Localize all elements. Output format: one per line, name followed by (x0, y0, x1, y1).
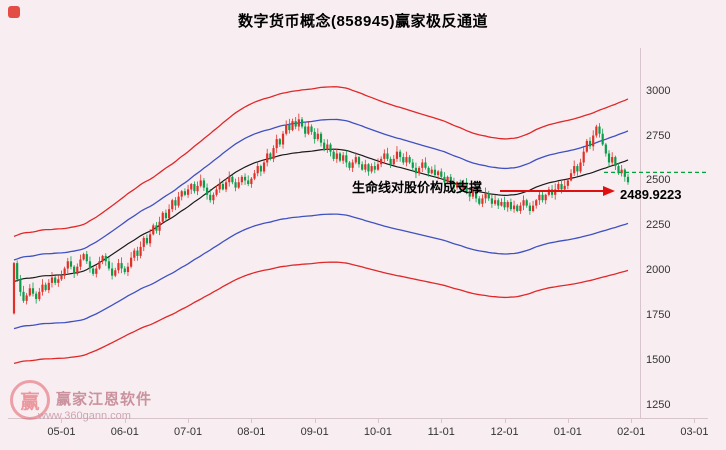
x-axis-label: 11-01 (427, 426, 455, 438)
x-axis-label: 08-01 (237, 426, 266, 438)
x-axis-label: 01-01 (553, 426, 582, 438)
lifeline-annotation: 生命线对股价构成支撑 (352, 180, 483, 195)
x-axis-label: 10-01 (363, 426, 393, 438)
x-axis-label: 07-01 (173, 426, 203, 438)
watermark-logo-icon: 赢 (10, 380, 50, 420)
x-axis-label: 12-01 (490, 426, 519, 438)
x-axis-label: 02-01 (617, 426, 646, 438)
x-axis-label: 03-01 (680, 426, 709, 438)
x-axis-label: 06-01 (110, 426, 139, 438)
y-axis-label: 1250 (646, 399, 671, 412)
x-axis-label: 05-01 (47, 426, 76, 438)
watermark-site: www.360gann.com (38, 410, 131, 422)
y-axis-label: 2250 (646, 219, 671, 232)
price-callout: 2489.9223 (620, 187, 682, 202)
y-axis-label: 3000 (646, 84, 671, 97)
watermark-brand: 赢家江恩软件 (56, 391, 153, 408)
y-axis-label: 2000 (646, 264, 671, 277)
y-axis-label: 1750 (646, 309, 671, 322)
x-axis-label: 09-01 (300, 426, 329, 438)
y-axis-label: 2500 (646, 174, 671, 187)
y-axis-label: 1500 (646, 354, 671, 367)
y-axis-label: 2750 (646, 129, 671, 142)
